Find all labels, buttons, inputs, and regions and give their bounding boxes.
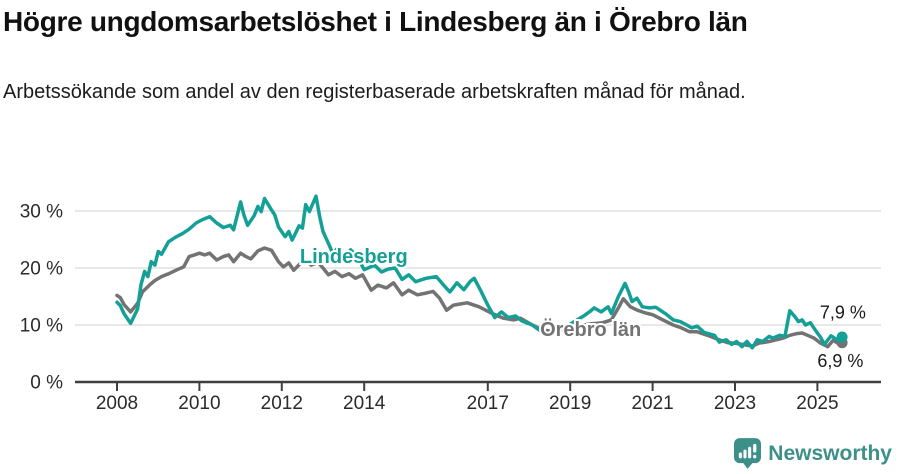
series-line-lindesberg [115, 194, 844, 350]
x-tick-label: 2019 [549, 393, 591, 414]
series-end-dot-lindesberg [836, 331, 848, 343]
y-tick-label: 0 % [30, 373, 63, 394]
x-tick-label: 2008 [96, 393, 138, 414]
y-tick-label: 30 % [20, 202, 63, 223]
series-line-orebro-lan [115, 246, 844, 349]
chart-subtitle: Arbetssökande som andel av den registerb… [3, 81, 746, 103]
annotation-label-orebro-lan: Örebro län [540, 318, 641, 341]
newsworthy-logo-icon [734, 438, 762, 469]
annotation-end-value-lindesberg: 7,9 % [820, 303, 866, 323]
annotation-end-value-orebro-lan: 6,9 % [817, 351, 863, 371]
page-title: Högre ungdomsarbetslöshet i Lindesberg ä… [3, 6, 748, 37]
x-tick-label: 2012 [261, 393, 303, 414]
line-chart: 0 % 10 % 20 % 30 % 2008 2010 2012 2014 2017 2019 2… [20, 194, 881, 414]
y-tick-label: 20 % [20, 259, 63, 280]
newsworthy-brand-link[interactable]: Newsworthy [734, 438, 892, 469]
x-tick-label: 2017 [467, 393, 509, 414]
x-tick-label: 2021 [631, 393, 673, 414]
x-tick-label: 2010 [178, 393, 220, 414]
annotation-label-lindesberg: Lindesberg [300, 246, 408, 268]
x-tick-label: 2023 [714, 393, 756, 414]
brand-name: Newsworthy [768, 441, 892, 465]
x-tick-label: 2014 [343, 393, 386, 414]
y-tick-label: 10 % [20, 316, 63, 337]
x-tick-label: 2025 [796, 393, 838, 414]
